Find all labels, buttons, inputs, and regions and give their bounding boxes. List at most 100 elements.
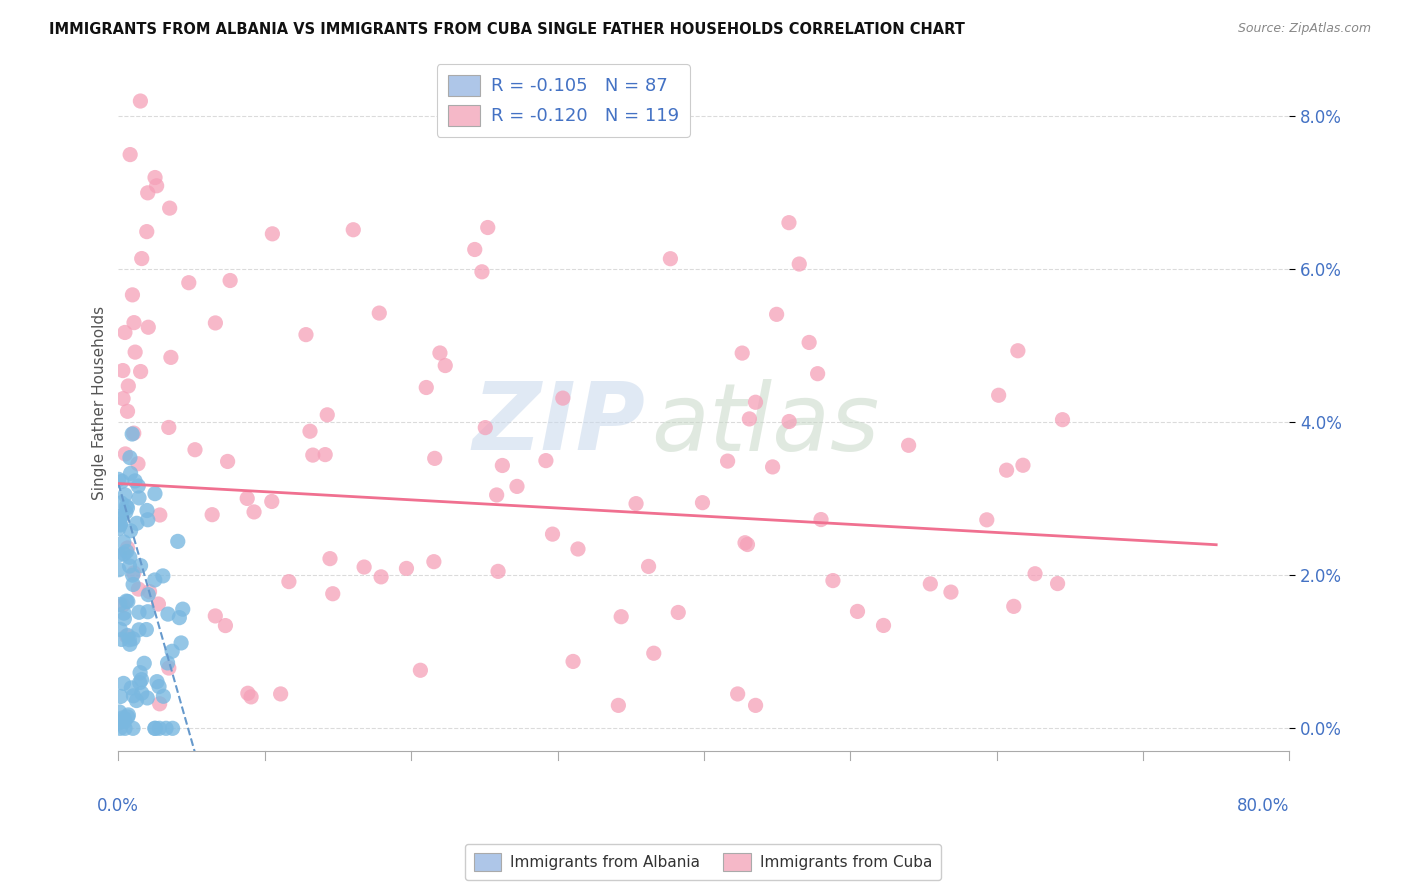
Point [434, 359, 457, 373]
Point [108, 598, 131, 612]
Point [160, 644, 183, 658]
Point [148, 680, 170, 694]
Text: atlas: atlas [651, 378, 880, 469]
Point [111, 475, 134, 489]
Point [111, 508, 134, 523]
Point [172, 602, 194, 616]
Point [301, 448, 323, 462]
Point [353, 560, 375, 574]
Point [117, 379, 139, 393]
Point [149, 508, 172, 522]
Point [108, 563, 131, 577]
Point [1012, 458, 1035, 473]
Point [734, 535, 756, 549]
Point [127, 582, 149, 596]
Point [567, 541, 589, 556]
Point [778, 216, 800, 230]
Point [120, 147, 142, 161]
Point [368, 306, 391, 320]
Point [118, 450, 141, 465]
Point [177, 276, 200, 290]
Point [1046, 576, 1069, 591]
Point [117, 500, 139, 515]
Point [295, 327, 318, 342]
Point [114, 447, 136, 461]
Point [117, 594, 139, 608]
Point [148, 722, 170, 736]
Point [107, 716, 129, 731]
Point [184, 442, 207, 457]
Point [112, 606, 135, 620]
Point [148, 597, 170, 611]
Point [110, 632, 132, 647]
Point [976, 513, 998, 527]
Point [987, 388, 1010, 402]
Point [117, 707, 139, 722]
Point [846, 604, 869, 618]
Point [108, 722, 131, 736]
Point [731, 346, 754, 360]
Point [111, 363, 134, 377]
Point [124, 474, 146, 488]
Point [125, 516, 148, 531]
Point [471, 265, 494, 279]
Point [270, 687, 292, 701]
Point [464, 243, 486, 257]
Point [122, 577, 145, 591]
Point [136, 503, 159, 517]
Point [939, 585, 962, 599]
Point [121, 568, 143, 582]
Point [477, 220, 499, 235]
Point [128, 605, 150, 619]
Point [160, 351, 183, 365]
Text: Source: ZipAtlas.com: Source: ZipAtlas.com [1237, 22, 1371, 36]
Point [122, 632, 145, 646]
Point [122, 316, 145, 330]
Point [112, 712, 135, 726]
Point [114, 722, 136, 736]
Point [204, 316, 226, 330]
Point [143, 722, 166, 736]
Point [117, 710, 139, 724]
Text: 80.0%: 80.0% [1237, 797, 1289, 815]
Point [787, 257, 810, 271]
Point [744, 395, 766, 409]
Point [506, 479, 529, 493]
Point [149, 697, 172, 711]
Point [115, 594, 138, 608]
Point [110, 623, 132, 637]
Point [136, 588, 159, 602]
Point [122, 689, 145, 703]
Point [872, 618, 894, 632]
Point [541, 527, 564, 541]
Point [117, 541, 139, 555]
Point [117, 404, 139, 418]
Point [155, 722, 177, 736]
Point [1052, 412, 1074, 426]
Point [643, 646, 665, 660]
Point [277, 574, 299, 589]
Point [485, 488, 508, 502]
Point [143, 573, 166, 587]
Point [727, 687, 749, 701]
Point [145, 178, 167, 193]
Point [127, 479, 149, 493]
Point [370, 570, 392, 584]
Point [112, 612, 135, 626]
Point [995, 463, 1018, 477]
Point [129, 558, 152, 573]
Point [108, 548, 131, 562]
Point [152, 690, 174, 704]
Point [156, 656, 179, 670]
Point [170, 636, 193, 650]
Point [120, 681, 142, 695]
Point [135, 225, 157, 239]
Point [717, 454, 740, 468]
Point [120, 467, 142, 481]
Point [118, 559, 141, 574]
Point [125, 693, 148, 707]
Point [143, 486, 166, 500]
Point [551, 391, 574, 405]
Point [491, 458, 513, 473]
Point [128, 623, 150, 637]
